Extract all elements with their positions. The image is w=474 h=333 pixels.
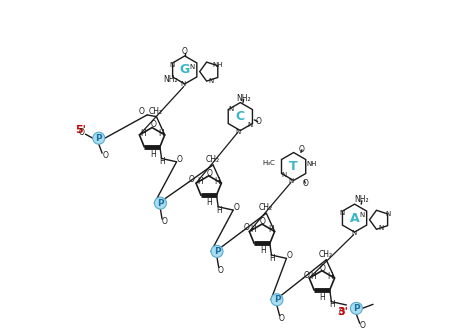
Text: P: P — [353, 304, 360, 313]
Text: O: O — [299, 145, 305, 154]
Text: H: H — [268, 225, 273, 234]
Text: C: C — [236, 110, 245, 123]
Text: T: T — [289, 160, 298, 173]
Text: G: G — [180, 63, 190, 77]
Text: O: O — [138, 107, 144, 116]
Text: O: O — [207, 168, 213, 178]
Circle shape — [350, 302, 363, 314]
Text: H: H — [160, 157, 165, 166]
Text: H: H — [319, 293, 326, 302]
Text: 5': 5' — [75, 125, 86, 135]
Text: N: N — [228, 106, 234, 112]
Text: O: O — [255, 117, 262, 126]
Text: O: O — [218, 265, 224, 275]
Text: O: O — [182, 47, 188, 56]
Text: NH₂: NH₂ — [163, 75, 178, 85]
Text: N: N — [282, 172, 287, 178]
Text: CH₂: CH₂ — [149, 107, 163, 116]
Text: O: O — [150, 120, 156, 130]
Circle shape — [93, 132, 105, 144]
Text: P: P — [214, 247, 220, 256]
Text: CH₂: CH₂ — [319, 250, 333, 259]
Text: NH₂: NH₂ — [237, 94, 251, 103]
Text: N: N — [209, 78, 214, 84]
Text: O: O — [234, 203, 239, 212]
Text: H: H — [207, 198, 212, 207]
Text: O: O — [359, 321, 365, 330]
Text: N: N — [235, 129, 240, 135]
Text: N: N — [190, 64, 195, 70]
Text: 3': 3' — [337, 307, 348, 317]
Text: N: N — [379, 225, 384, 231]
Text: N: N — [169, 62, 175, 68]
Text: N: N — [339, 210, 345, 216]
Text: O: O — [102, 151, 109, 160]
Text: CH₂: CH₂ — [259, 203, 273, 212]
Text: A: A — [350, 211, 359, 225]
Text: O: O — [244, 223, 250, 232]
Text: N: N — [359, 212, 365, 218]
Text: P: P — [95, 134, 102, 143]
Text: O: O — [338, 308, 344, 317]
Text: P: P — [273, 295, 280, 304]
Text: NH: NH — [213, 62, 223, 68]
Text: O: O — [320, 263, 326, 273]
Text: O: O — [177, 155, 183, 164]
Text: H: H — [158, 129, 164, 138]
Text: O: O — [260, 217, 266, 226]
Text: NH: NH — [307, 161, 317, 167]
Circle shape — [155, 197, 166, 209]
Text: H: H — [150, 150, 155, 159]
Text: N: N — [247, 122, 252, 128]
Text: H: H — [216, 205, 222, 214]
Text: H: H — [310, 272, 316, 281]
Text: O: O — [279, 314, 285, 323]
Text: H: H — [328, 272, 334, 281]
Text: H: H — [329, 300, 335, 309]
Text: NH₂: NH₂ — [355, 195, 369, 204]
Text: H: H — [260, 246, 265, 255]
Text: H: H — [197, 177, 203, 186]
Text: N: N — [288, 178, 293, 184]
Text: H: H — [250, 225, 256, 234]
Text: H: H — [215, 177, 220, 186]
Text: O: O — [302, 179, 308, 188]
Text: H: H — [270, 254, 275, 263]
Text: O: O — [287, 251, 293, 260]
Text: H₃C: H₃C — [262, 160, 274, 166]
Text: O: O — [189, 175, 195, 184]
Text: O: O — [79, 128, 84, 137]
Text: N: N — [180, 81, 185, 87]
Text: N: N — [385, 211, 391, 217]
Text: H: H — [140, 129, 146, 138]
Text: P: P — [157, 198, 164, 208]
Text: CH₂: CH₂ — [205, 155, 219, 164]
Circle shape — [211, 245, 223, 257]
Circle shape — [271, 294, 283, 306]
Text: O: O — [304, 271, 310, 280]
Text: N: N — [351, 230, 356, 236]
Text: O: O — [162, 217, 167, 226]
